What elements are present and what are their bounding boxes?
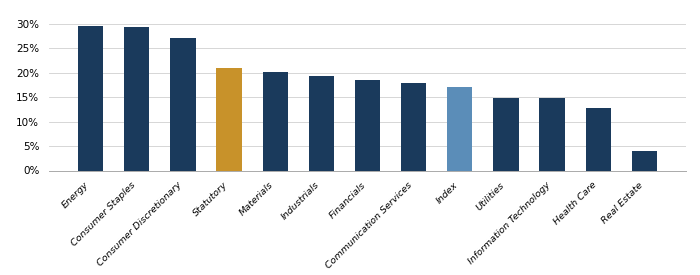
Bar — [447, 87, 473, 170]
Bar — [494, 98, 519, 170]
Bar — [401, 83, 426, 170]
Bar — [170, 38, 195, 170]
Bar — [216, 68, 242, 170]
Bar — [124, 27, 150, 170]
Bar — [585, 108, 611, 170]
Bar — [631, 151, 657, 170]
Bar — [355, 80, 380, 170]
Bar — [262, 72, 288, 170]
Bar — [309, 76, 334, 170]
Bar — [78, 26, 104, 170]
Bar — [540, 98, 565, 170]
